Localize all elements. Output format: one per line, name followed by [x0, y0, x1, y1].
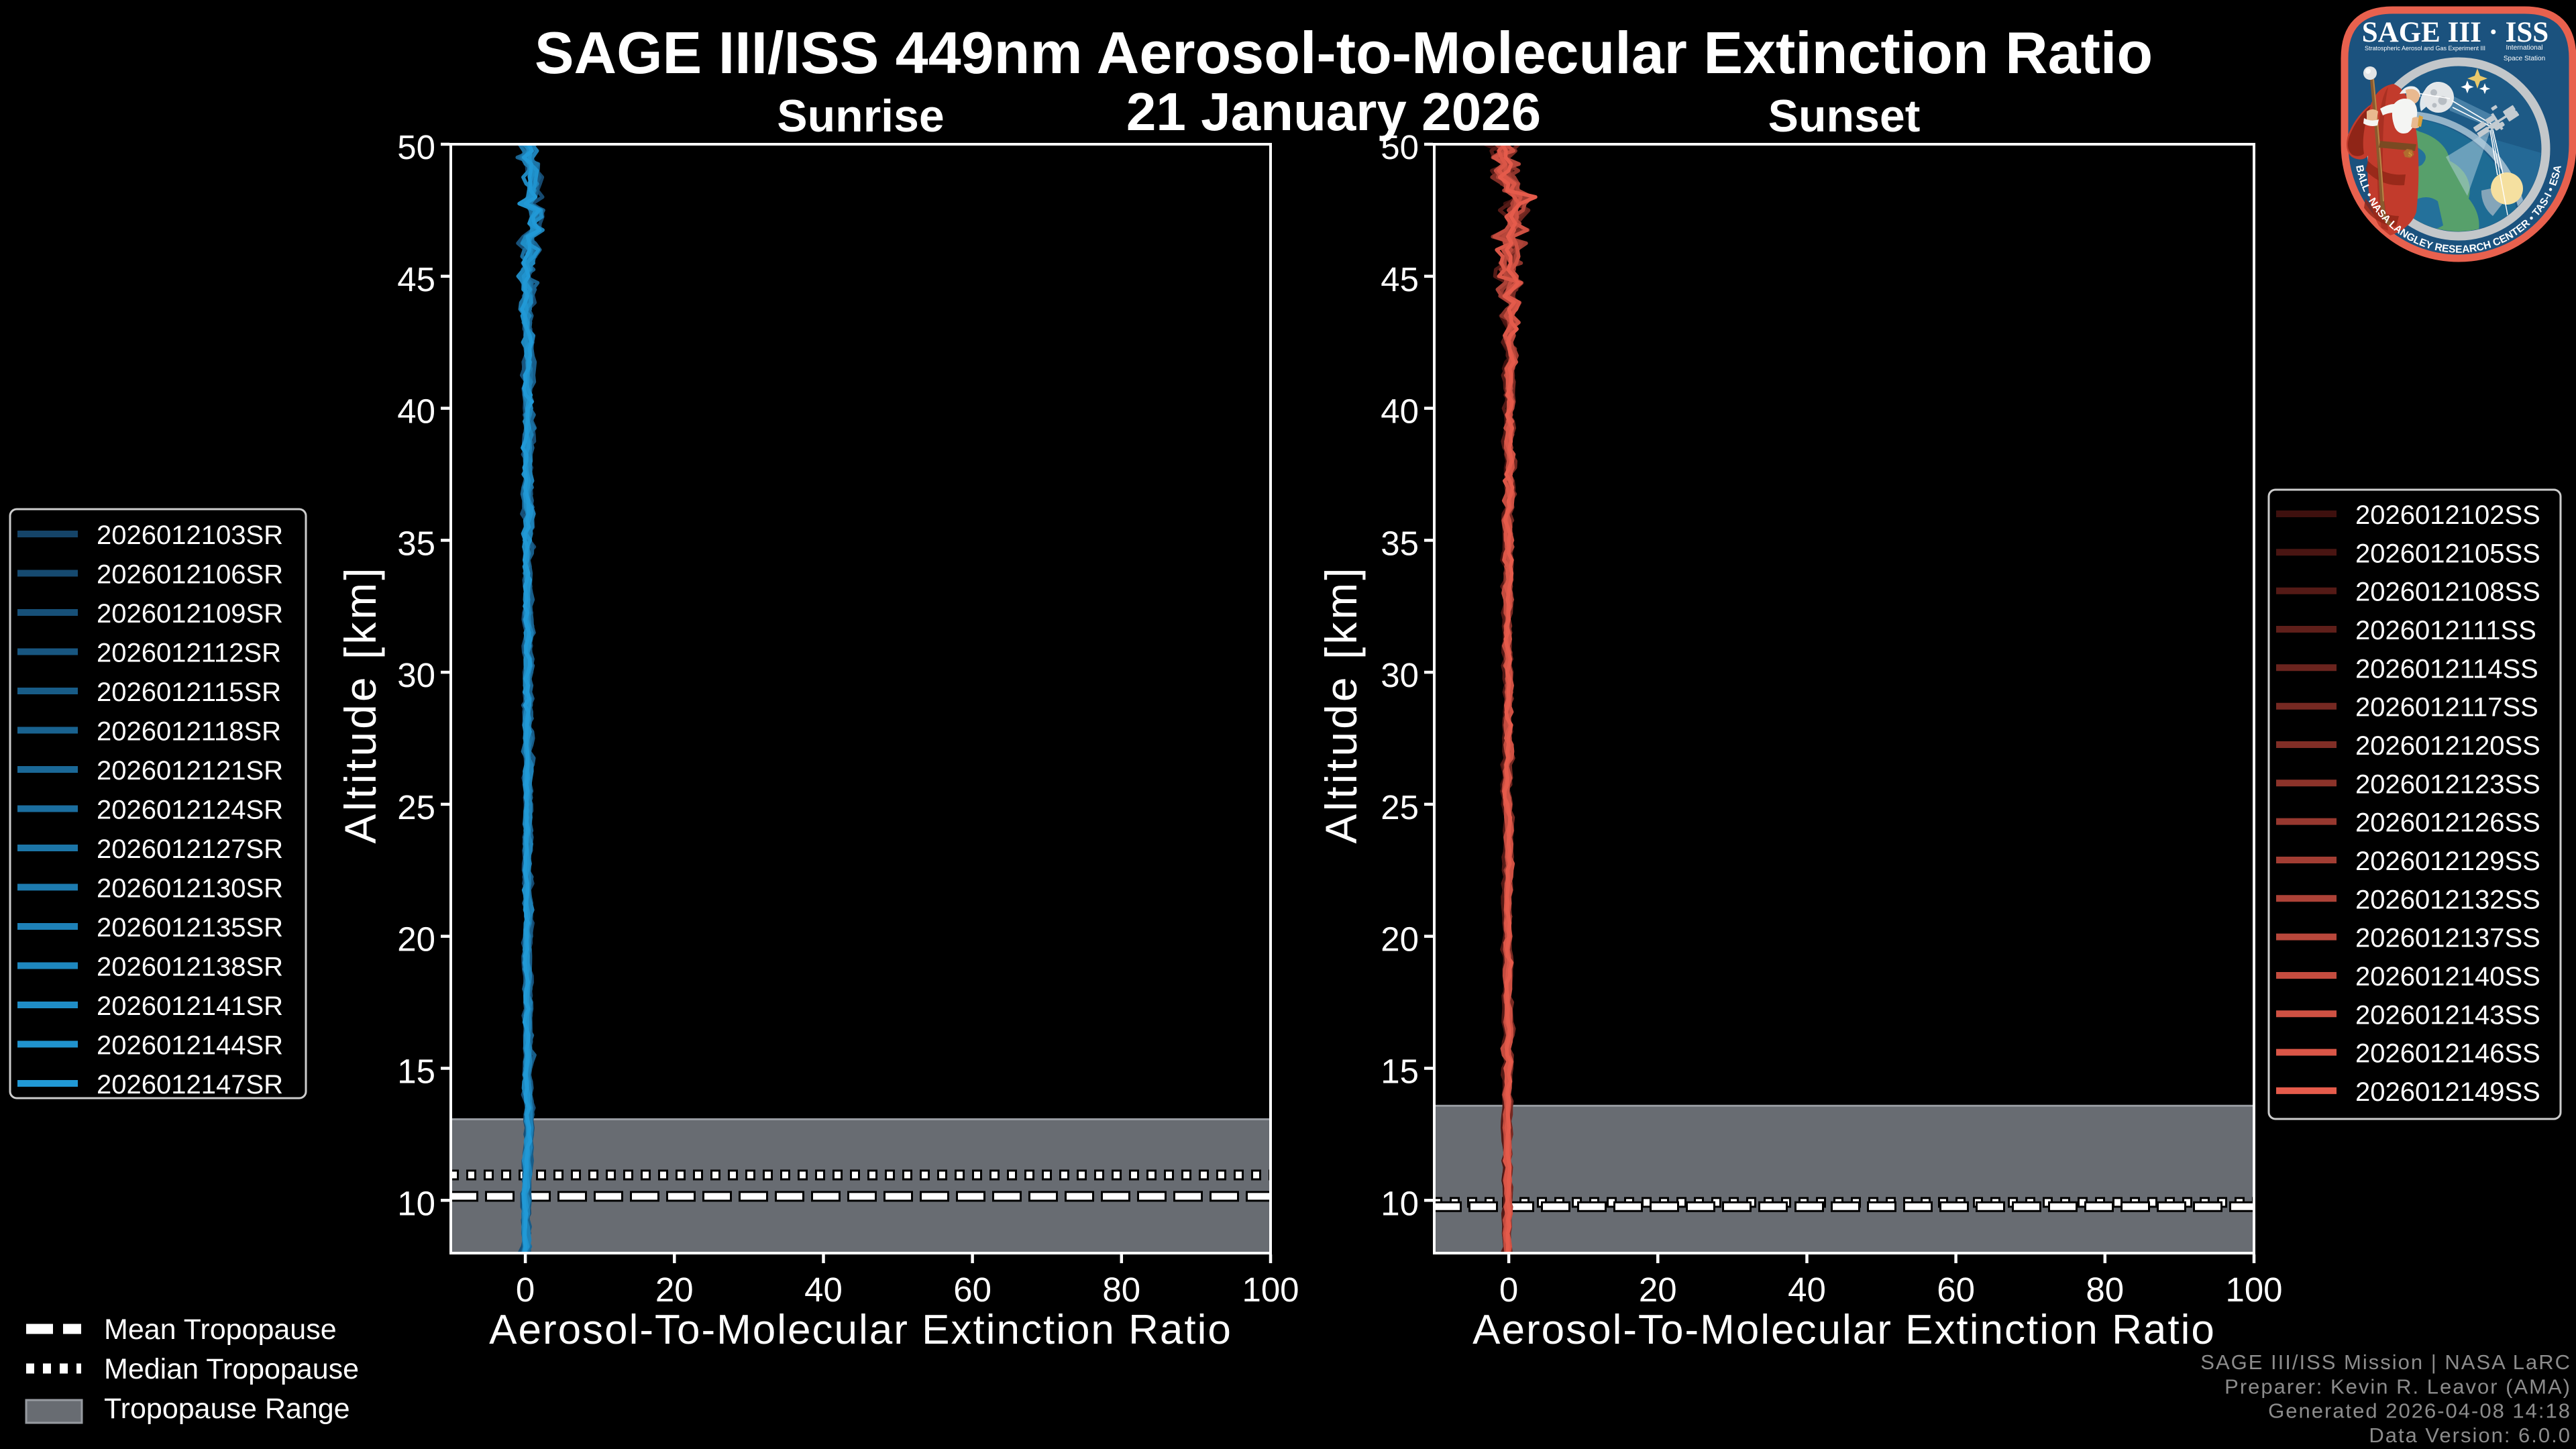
svg-text:Preparer: Kevin R. Leavor (AMA: Preparer: Kevin R. Leavor (AMA) [2224, 1375, 2571, 1398]
svg-text:50: 50 [397, 128, 435, 166]
svg-text:0: 0 [516, 1271, 535, 1309]
svg-text:2026012132SS: 2026012132SS [2355, 885, 2540, 914]
svg-text:2026012130SR: 2026012130SR [97, 874, 283, 904]
svg-text:2026012143SS: 2026012143SS [2355, 1000, 2540, 1030]
svg-text:50: 50 [1381, 128, 1419, 166]
svg-text:2026012126SS: 2026012126SS [2355, 808, 2540, 838]
svg-text:25: 25 [1381, 788, 1419, 826]
svg-text:2026012138SR: 2026012138SR [97, 953, 283, 982]
svg-text:2026012103SR: 2026012103SR [97, 521, 283, 550]
svg-text:100: 100 [1242, 1271, 1299, 1309]
svg-text:2026012114SS: 2026012114SS [2355, 654, 2538, 684]
svg-text:40: 40 [397, 392, 435, 431]
svg-text:40: 40 [1788, 1271, 1826, 1309]
svg-text:2026012127SR: 2026012127SR [97, 835, 283, 864]
svg-text:Space Station: Space Station [2504, 55, 2545, 62]
svg-text:Data Version: 6.0.0: Data Version: 6.0.0 [2369, 1424, 2571, 1447]
svg-text:Sunrise: Sunrise [777, 91, 944, 142]
svg-text:100: 100 [2225, 1271, 2282, 1309]
svg-text:35: 35 [1381, 524, 1419, 562]
svg-text:2026012108SS: 2026012108SS [2355, 578, 2540, 607]
svg-text:2026012135SR: 2026012135SR [97, 913, 283, 943]
svg-text:2026012129SS: 2026012129SS [2355, 847, 2540, 876]
svg-text:45: 45 [1381, 260, 1419, 299]
svg-text:80: 80 [1102, 1271, 1140, 1309]
svg-text:SAGE III · ISS: SAGE III · ISS [2362, 17, 2548, 48]
svg-text:40: 40 [1381, 392, 1419, 431]
svg-text:60: 60 [953, 1271, 991, 1309]
svg-text:15: 15 [1381, 1053, 1419, 1091]
svg-text:2026012137SS: 2026012137SS [2355, 924, 2540, 953]
svg-text:SAGE III/ISS 449nm Aerosol-to-: SAGE III/ISS 449nm Aerosol-to-Molecular … [535, 19, 2153, 86]
svg-text:2026012105SS: 2026012105SS [2355, 539, 2540, 568]
svg-text:2026012146SS: 2026012146SS [2355, 1039, 2540, 1069]
svg-text:60: 60 [1937, 1271, 1975, 1309]
svg-text:Aerosol-To-Molecular Extinctio: Aerosol-To-Molecular Extinction Ratio [1472, 1307, 2216, 1353]
svg-text:20: 20 [1381, 920, 1419, 959]
svg-text:25: 25 [397, 788, 435, 826]
svg-text:10: 10 [1381, 1184, 1419, 1222]
svg-text:Aerosol-To-Molecular Extinctio: Aerosol-To-Molecular Extinction Ratio [489, 1307, 1232, 1353]
svg-text:2026012141SR: 2026012141SR [97, 991, 283, 1021]
svg-text:20: 20 [397, 920, 435, 959]
svg-text:45: 45 [397, 260, 435, 299]
svg-text:2026012124SR: 2026012124SR [97, 796, 283, 825]
svg-text:2026012112SR: 2026012112SR [97, 639, 281, 668]
svg-text:0: 0 [1499, 1271, 1518, 1309]
svg-text:2026012140SS: 2026012140SS [2355, 962, 2540, 991]
svg-text:2026012102SS: 2026012102SS [2355, 500, 2540, 530]
svg-text:Median Tropopause: Median Tropopause [104, 1353, 359, 1385]
svg-text:10: 10 [397, 1184, 435, 1222]
svg-text:2026012147SR: 2026012147SR [97, 1070, 283, 1099]
svg-text:2026012111SS: 2026012111SS [2355, 616, 2536, 645]
svg-text:Stratospheric Aerosol and Gas: Stratospheric Aerosol and Gas Experiment… [2365, 45, 2485, 52]
svg-text:2026012123SS: 2026012123SS [2355, 769, 2540, 799]
svg-text:80: 80 [2086, 1271, 2124, 1309]
svg-text:Mean Tropopause: Mean Tropopause [104, 1313, 337, 1346]
svg-text:40: 40 [804, 1271, 843, 1309]
svg-text:2026012121SR: 2026012121SR [97, 756, 283, 786]
svg-text:Generated 2026-04-08 14:18: Generated 2026-04-08 14:18 [2268, 1399, 2571, 1423]
svg-text:2026012115SR: 2026012115SR [97, 678, 281, 707]
svg-text:2026012120SS: 2026012120SS [2355, 731, 2540, 761]
svg-text:Tropopause Range: Tropopause Range [104, 1393, 350, 1425]
svg-text:20: 20 [1639, 1271, 1677, 1309]
svg-text:SAGE III/ISS Mission | NASA La: SAGE III/ISS Mission | NASA LaRC [2200, 1350, 2571, 1374]
svg-text:30: 30 [397, 656, 435, 694]
svg-text:30: 30 [1381, 656, 1419, 694]
svg-text:21 January 2026: 21 January 2026 [1126, 82, 1541, 142]
svg-text:2026012109SR: 2026012109SR [97, 599, 283, 629]
svg-text:2026012118SR: 2026012118SR [97, 717, 281, 747]
svg-text:2026012117SS: 2026012117SS [2355, 693, 2538, 722]
svg-text:Altitude [km]: Altitude [km] [1316, 565, 1366, 843]
svg-text:2026012149SS: 2026012149SS [2355, 1077, 2540, 1107]
svg-text:Altitude [km]: Altitude [km] [335, 565, 385, 843]
svg-text:2026012106SR: 2026012106SR [97, 560, 283, 590]
svg-text:International: International [2506, 44, 2542, 52]
svg-text:S: S [2408, 151, 2412, 158]
svg-text:35: 35 [397, 524, 435, 562]
svg-text:20: 20 [655, 1271, 694, 1309]
svg-text:15: 15 [397, 1053, 435, 1091]
svg-text:2026012144SR: 2026012144SR [97, 1031, 283, 1061]
svg-text:Sunset: Sunset [1768, 91, 1921, 142]
